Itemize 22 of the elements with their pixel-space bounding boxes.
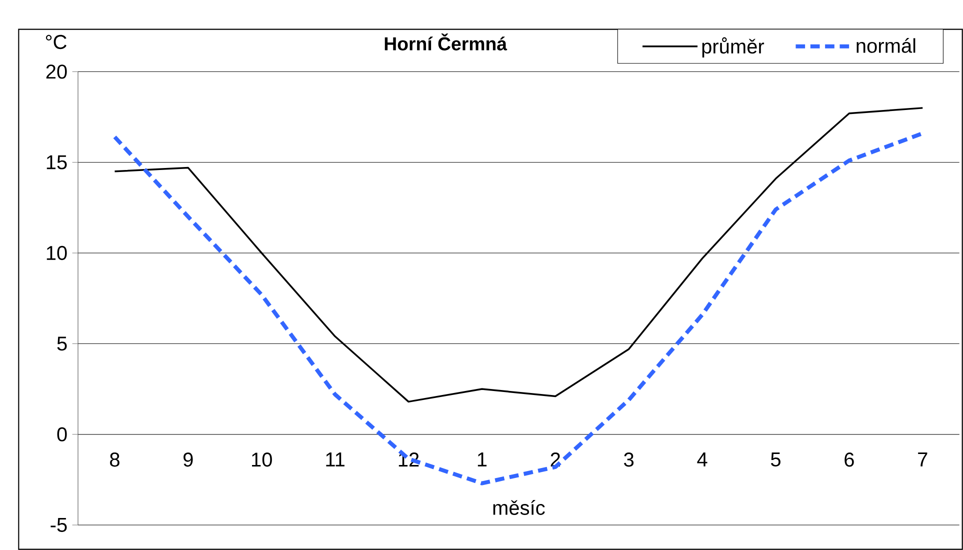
x-tick-label: 6 (844, 452, 854, 467)
y-tick-label: 10 (46, 246, 67, 260)
y-tick-label: 20 (46, 64, 67, 79)
y-tick-label: 5 (57, 336, 67, 351)
y-axis-title: °C (46, 34, 66, 50)
y-tick-label: 15 (46, 155, 67, 170)
legend-label: průměr (702, 37, 764, 58)
x-tick-label: 7 (918, 452, 928, 466)
chart-title: Horní Čermná (384, 34, 508, 50)
x-tick-label: 1 (478, 452, 487, 466)
x-tick-label: 9 (184, 452, 193, 467)
y-tick-label: 0 (57, 427, 67, 442)
x-tick-label: 5 (770, 452, 780, 467)
x-tick-label: 3 (624, 452, 634, 467)
line-series (114, 107, 924, 403)
x-tick-label: 11 (326, 452, 344, 466)
x-tick-label: 4 (697, 452, 708, 466)
legend-label: normál (856, 38, 916, 53)
x-axis-title: měsíc (493, 500, 545, 515)
x-tick-label: 10 (252, 452, 272, 467)
x-tick-label: 8 (110, 452, 120, 467)
y-tick-label: -5 (50, 518, 67, 532)
